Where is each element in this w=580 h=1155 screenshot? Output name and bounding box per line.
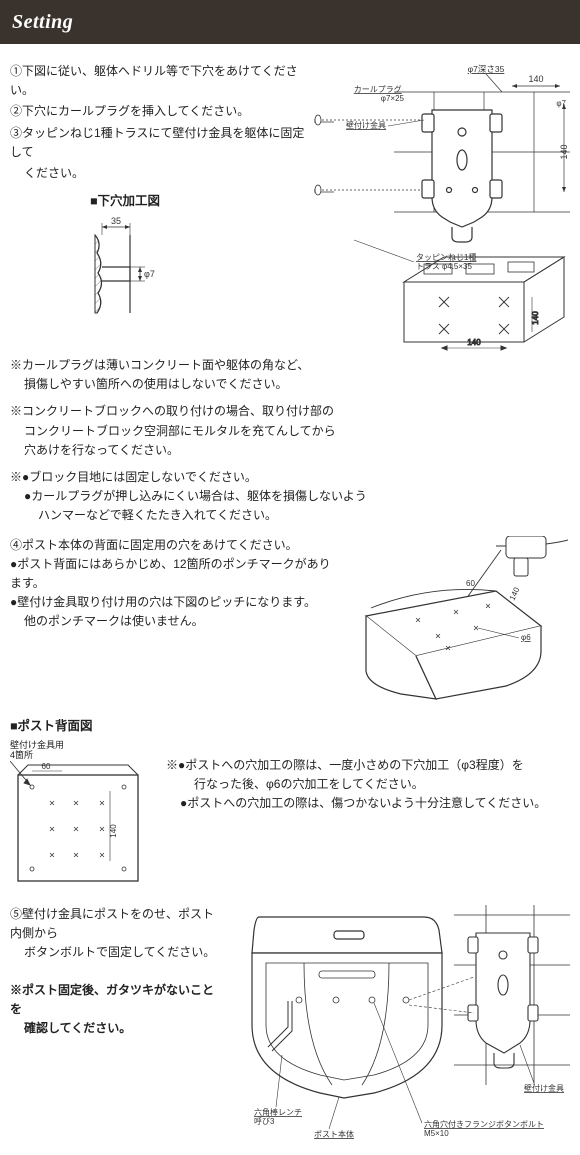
note2-b: コンクリートブロック空洞部にモルタルを充てんしてから xyxy=(10,422,570,441)
svg-text:壁付け金具: 壁付け金具 xyxy=(346,120,386,130)
pilot-hole-title: ■下穴加工図 xyxy=(90,191,308,211)
svg-text:φ7深さ35: φ7深さ35 xyxy=(468,64,505,74)
step-1: ①下図に従い、躯体へドリル等で下穴をあけてください。 xyxy=(10,62,308,100)
step-2: ②下穴にカールプラグを挿入してください。 xyxy=(10,102,308,121)
note3-b: ●カールプラグが押し込みにくい場合は、躯体を損傷しないよう xyxy=(10,487,570,506)
note4-1a: ※●ポストへの穴加工の際は、一度小さめの下穴加工（φ3程度）を xyxy=(166,756,570,775)
assembly-diagram: 壁付け金具 xyxy=(224,905,570,1145)
svg-text:140: 140 xyxy=(531,311,540,325)
section-back: ■ポスト背面図 壁付け金具用 4箇所 xyxy=(10,710,570,892)
section-1-text: ①下図に従い、躯体へドリル等で下穴をあけてください。 ②下穴にカールプラグを挿入… xyxy=(10,62,308,325)
pilot-hole-svg: 35 φ7 xyxy=(90,215,200,325)
step-3b: ください。 xyxy=(10,164,308,183)
note2-c: 穴あけを行なってください。 xyxy=(10,441,570,460)
svg-text:壁付け金具: 壁付け金具 xyxy=(524,1083,564,1093)
svg-text:140: 140 xyxy=(109,824,118,838)
note1-b: 損傷しやすい箇所への使用はしないでください。 xyxy=(10,375,570,394)
svg-text:140: 140 xyxy=(528,74,543,84)
bracket-svg: φ7深さ35 140 φ7 xyxy=(314,62,570,352)
svg-text:140: 140 xyxy=(559,144,569,159)
svg-text:φ6: φ6 xyxy=(521,633,531,642)
section-4: ④ポスト本体の背面に固定用の穴をあけてください。 ●ポスト背面にはあらかじめ、1… xyxy=(10,536,570,706)
svg-text:140: 140 xyxy=(467,338,481,347)
note5-a: ※ポスト固定後、ガタツキがないことを xyxy=(10,981,218,1019)
svg-text:六角穴付きフランジボタンボルト M5×1: 六角穴付きフランジボタンボルト M5×10 xyxy=(424,1119,546,1138)
page-header: Setting xyxy=(0,0,580,44)
assembly-svg: 壁付け金具 xyxy=(224,905,570,1145)
back-view-svg: 60 140 xyxy=(10,761,150,891)
note1-a: ※カールプラグは薄いコンクリート面や躯体の角など、 xyxy=(10,356,570,375)
svg-text:140: 140 xyxy=(508,585,522,601)
svg-text:タッピンねじ1種 トラス φ4.5×35: タッピンねじ1種 トラス φ4.5×35 xyxy=(416,252,479,271)
svg-text:六角棒レンチ 呼び3: 六角棒レンチ 呼び3 xyxy=(254,1107,304,1126)
svg-text:35: 35 xyxy=(111,216,121,226)
back-corner-label: 壁付け金具用 4箇所 xyxy=(10,740,160,762)
svg-text:60: 60 xyxy=(466,579,475,588)
back-view: ■ポスト背面図 壁付け金具用 4箇所 xyxy=(10,710,160,892)
note4-1b: 行なった後、φ6の穴加工をしてください。 xyxy=(166,775,570,794)
steps-1-3: ①下図に従い、躯体へドリル等で下穴をあけてください。 ②下穴にカールプラグを挿入… xyxy=(10,62,308,183)
step5-l1: ⑤壁付け金具にポストをのせ、ポスト内側から xyxy=(10,905,218,943)
section-4-text: ④ポスト本体の背面に固定用の穴をあけてください。 ●ポスト背面にはあらかじめ、1… xyxy=(10,536,340,632)
drill-post-diagram: 60 140 φ6 xyxy=(346,536,568,706)
step4-b2: ●壁付け金具取り付け用の穴は下図のピッチになります。 xyxy=(10,593,340,612)
notes-4: ※●ポストへの穴加工の際は、一度小さめの下穴加工（φ3程度）を 行なった後、φ6… xyxy=(166,710,570,814)
section-5: ⑤壁付け金具にポストをのせ、ポスト内側から ボタンボルトで固定してください。 ※… xyxy=(10,905,570,1145)
note2-a: ※コンクリートブロックへの取り付けの場合、取り付け部の xyxy=(10,402,570,421)
step4-b1: ●ポスト背面にはあらかじめ、12箇所のポンチマークがあります。 xyxy=(10,555,340,593)
svg-text:φ7: φ7 xyxy=(144,269,155,279)
bracket-diagram: φ7深さ35 140 φ7 xyxy=(314,62,570,352)
header-title: Setting xyxy=(12,11,73,33)
note3-a: ※●ブロック目地には固定しないでください。 xyxy=(10,468,570,487)
notes-1: ※カールプラグは薄いコンクリート面や躯体の角など、 損傷しやすい箇所への使用はし… xyxy=(10,356,570,526)
section-1: ①下図に従い、躯体へドリル等で下穴をあけてください。 ②下穴にカールプラグを挿入… xyxy=(10,62,570,352)
step5-l2: ボタンボルトで固定してください。 xyxy=(10,943,218,962)
svg-text:ポスト本体: ポスト本体 xyxy=(314,1129,354,1139)
svg-text:カールプラグ φ7×25: カールプラグ φ7×25 xyxy=(354,84,405,103)
step4-b3: 他のポンチマークは使いません。 xyxy=(10,612,340,631)
step4-line1: ④ポスト本体の背面に固定用の穴をあけてください。 xyxy=(10,536,340,555)
back-view-title: ■ポスト背面図 xyxy=(10,716,160,736)
note4-2: ●ポストへの穴加工の際は、傷つかないよう十分注意してください。 xyxy=(166,794,570,813)
note5-b: 確認してください。 xyxy=(10,1019,218,1038)
pilot-hole-figure: ■下穴加工図 xyxy=(90,191,308,325)
page-content: ①下図に従い、躯体へドリル等で下穴をあけてください。 ②下穴にカールプラグを挿入… xyxy=(0,44,580,1155)
step-3a: ③タッピンねじ1種トラスにて壁付け金具を躯体に固定して xyxy=(10,124,308,162)
note3-c: ハンマーなどで軽くたたき入れてください。 xyxy=(10,506,570,525)
drill-svg: 60 140 φ6 xyxy=(346,536,568,706)
svg-text:60: 60 xyxy=(42,762,51,771)
section-5-text: ⑤壁付け金具にポストをのせ、ポスト内側から ボタンボルトで固定してください。 ※… xyxy=(10,905,218,1038)
